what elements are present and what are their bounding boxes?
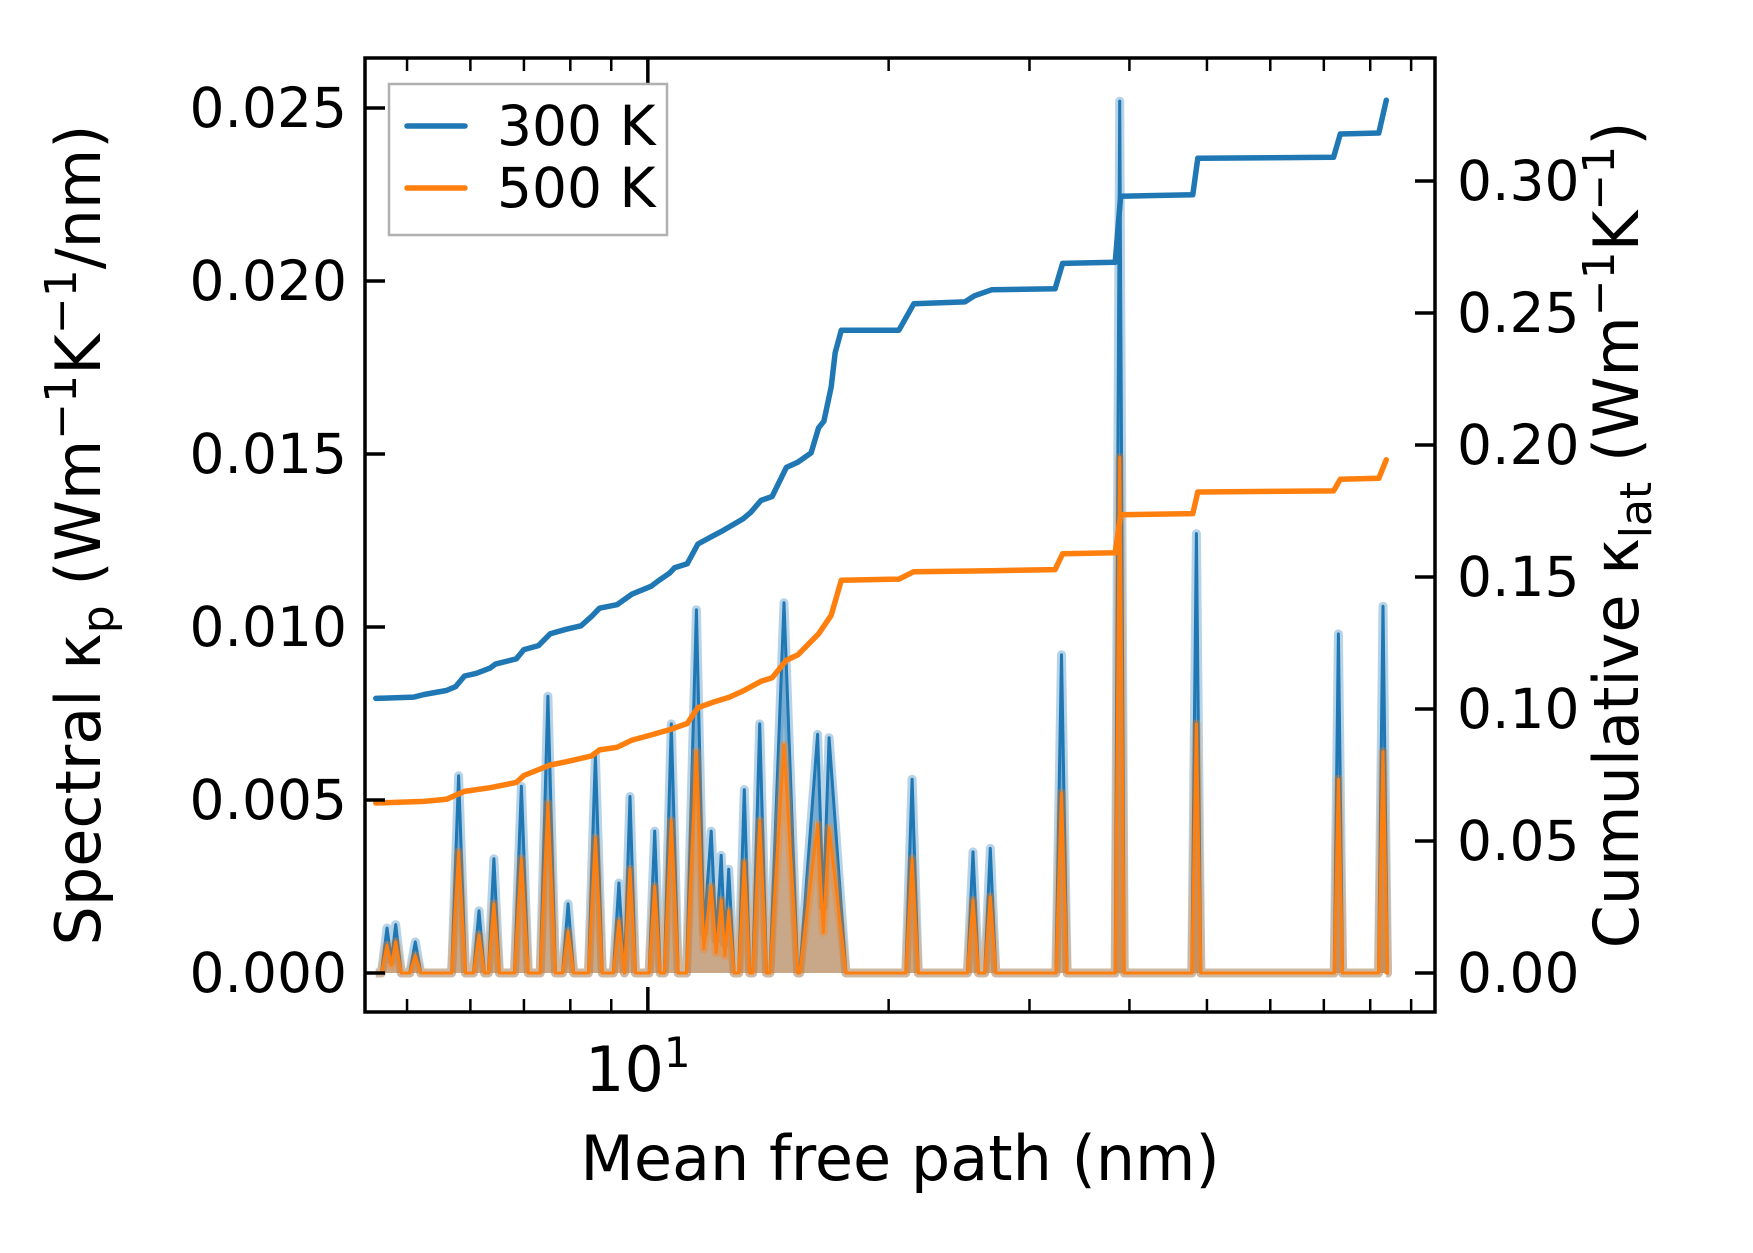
cumulative-series-group <box>373 97 1390 806</box>
right-tick-label: 0.10 <box>1457 677 1579 741</box>
right-tick-label: 0.25 <box>1457 281 1579 345</box>
tick-marks <box>365 58 1435 1012</box>
series-500k-cumulative <box>373 457 1390 806</box>
right-tick-label: 0.15 <box>1457 545 1579 609</box>
right-tick-label: 0.20 <box>1457 413 1579 477</box>
tick-labels: 0.000 0.005 0.010 0.015 0.020 0.025 0.00 0.05 0.… <box>190 76 1580 1106</box>
left-tick-label: 0.025 <box>190 76 347 140</box>
left-tick-label: 0.005 <box>190 768 347 832</box>
right-axis-label: Cumulative κlat (Wm−1K−1) <box>1574 122 1662 949</box>
right-tick-label: 0.30 <box>1457 149 1579 213</box>
left-axis-label: Spectral κp (Wm−1K−1/nm) <box>36 125 124 946</box>
plot-area-border <box>363 56 1437 1014</box>
x-tick-label: 101 <box>585 1028 691 1106</box>
spectral-series-group <box>374 96 1392 978</box>
left-tick-label: 0.010 <box>190 595 347 659</box>
series-500k-spectral-line <box>374 456 1389 975</box>
series-300k-cumulative <box>373 97 1390 702</box>
right-tick-label: 0.00 <box>1457 941 1579 1005</box>
legend-label: 500 K <box>497 156 657 220</box>
left-tick-label: 0.000 <box>190 941 347 1005</box>
left-tick-label: 0.020 <box>190 249 347 313</box>
legend-label: 300 K <box>497 94 657 158</box>
right-tick-label: 0.05 <box>1457 809 1579 873</box>
legend-box <box>387 82 669 237</box>
left-tick-label: 0.015 <box>190 422 347 486</box>
x-axis-label: Mean free path (nm) <box>580 1122 1219 1195</box>
series-500k-spectral <box>374 453 1392 978</box>
